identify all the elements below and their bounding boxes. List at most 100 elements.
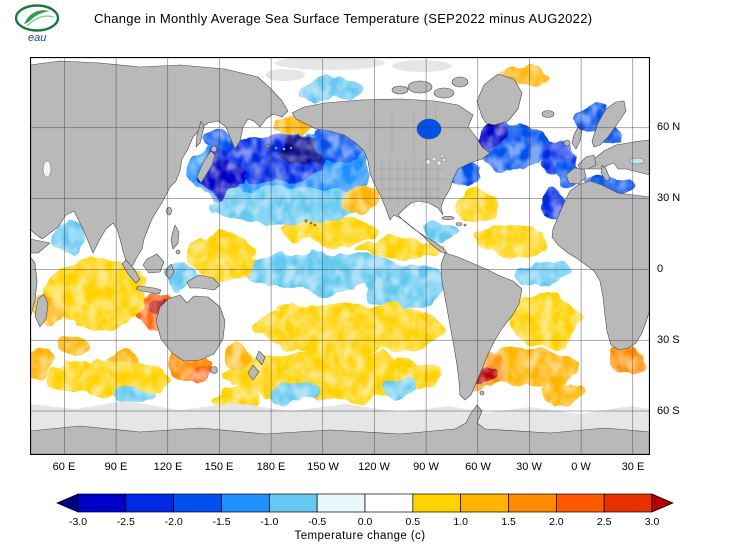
lon-label-120e: 120 E bbox=[153, 461, 183, 473]
landmass-philippines bbox=[170, 224, 180, 250]
arctic-ice-patch-3 bbox=[265, 69, 305, 81]
landmass-hokkaido bbox=[210, 145, 218, 153]
colorbar-segment-2 bbox=[173, 493, 222, 513]
arctic-ice-patch-1 bbox=[275, 57, 385, 70]
landmass-ireland bbox=[563, 139, 571, 147]
colorbar-tick-11: 2.5 bbox=[597, 516, 612, 528]
land-layer bbox=[30, 60, 650, 455]
landmass-north-america bbox=[291, 98, 491, 254]
landmass-italy bbox=[600, 164, 611, 182]
landmass-scandinavia bbox=[591, 100, 627, 148]
colorbar-segment-4 bbox=[268, 493, 318, 513]
landmass-tasmania bbox=[210, 366, 218, 374]
aleutian-island-4 bbox=[289, 146, 293, 150]
landmass-new-guinea bbox=[186, 274, 221, 291]
colorbar-tick-12: 3.0 bbox=[645, 516, 660, 528]
lat-label-60n: 60 N bbox=[657, 121, 681, 133]
aleutian-island-2 bbox=[274, 146, 278, 150]
colorbar-tick-8: 1.0 bbox=[453, 516, 468, 528]
colorbar-tick-1: -2.5 bbox=[117, 516, 135, 528]
colorbar-tick-4: -1.0 bbox=[260, 516, 278, 528]
colorbar-segment-11 bbox=[603, 493, 653, 513]
landmass-south-america bbox=[440, 252, 523, 401]
lon-label-60e: 60 E bbox=[52, 461, 76, 473]
colorbar-segment-10 bbox=[555, 493, 605, 513]
hudson-bay bbox=[416, 118, 442, 140]
landmass-puerto-rico bbox=[463, 223, 467, 227]
black-sea bbox=[629, 157, 645, 165]
logo-leaf-icon bbox=[24, 10, 50, 24]
lon-label-90w: 90 W bbox=[413, 461, 439, 473]
landmass-japan bbox=[196, 150, 216, 184]
lakes-layer bbox=[42, 118, 645, 178]
colorbar-tick-7: 0.5 bbox=[406, 516, 421, 528]
lat-label-60s: 60 S bbox=[657, 405, 680, 417]
lon-label-30e: 30 E bbox=[621, 461, 645, 473]
lon-label-90e: 90 E bbox=[104, 461, 128, 473]
landmass-hawaii-1 bbox=[304, 219, 308, 223]
arctic-island-3 bbox=[451, 76, 469, 88]
landmass-sakhalin bbox=[195, 120, 205, 148]
landmass-borneo bbox=[142, 253, 165, 274]
site-logo: eau bbox=[14, 4, 60, 44]
landmass-greenland bbox=[476, 73, 523, 126]
landmass-new-zealand-south bbox=[247, 364, 260, 381]
map-frame bbox=[29, 56, 651, 456]
aleutian-island-1 bbox=[266, 144, 270, 148]
page-title: Change in Monthly Average Sea Surface Te… bbox=[94, 11, 593, 26]
sst-anomaly-map bbox=[29, 56, 651, 456]
lon-label-120w: 120 W bbox=[358, 461, 390, 473]
landmass-somalia bbox=[30, 238, 51, 254]
lon-label-60w: 60 W bbox=[465, 461, 491, 473]
arctic-island-4 bbox=[391, 85, 409, 95]
colorbar-tick-5: -0.5 bbox=[308, 516, 326, 528]
colorbar-tick-0: -3.0 bbox=[69, 516, 87, 528]
lon-label-0: 0 W bbox=[571, 461, 591, 473]
logo-swoosh-icon bbox=[26, 15, 55, 27]
lat-label-30s: 30 S bbox=[657, 334, 680, 346]
arctic-ice-patch-2 bbox=[392, 60, 452, 72]
landmass-africa bbox=[551, 180, 650, 351]
landmass-sumatra bbox=[121, 259, 141, 284]
landmass-hispaniola bbox=[455, 222, 463, 226]
colorbar-segment-3 bbox=[221, 493, 270, 513]
logo-text: eau bbox=[28, 32, 46, 44]
colorbar-arrow-over bbox=[651, 493, 674, 513]
landmass-east-africa bbox=[30, 256, 38, 316]
colorbar-tick-3: -1.5 bbox=[212, 516, 230, 528]
colorbar-tick-9: 1.5 bbox=[501, 516, 516, 528]
landmass-cuba bbox=[441, 216, 455, 220]
landmass-australia bbox=[155, 294, 226, 362]
landmass-new-zealand-north bbox=[255, 350, 266, 366]
lon-label-30w: 30 W bbox=[516, 461, 542, 473]
graticule bbox=[30, 57, 650, 455]
landmass-madagascar bbox=[34, 293, 49, 328]
colorbar-segment-8 bbox=[460, 493, 509, 513]
temperature-colorbar: -3.0 -2.5 -2.0 -1.5 -1.0 -0.5 0.0 0.5 1.0 1.5 2.0 2… bbox=[56, 493, 674, 528]
landmass-france bbox=[577, 154, 597, 170]
landmass-antarctica bbox=[30, 404, 650, 455]
landmass-hawaii-2 bbox=[309, 221, 313, 225]
arctic-island-2 bbox=[433, 87, 455, 99]
great-lakes bbox=[425, 154, 446, 166]
colorbar-segment-0 bbox=[77, 493, 127, 513]
caspian-sea bbox=[42, 160, 52, 178]
lon-label-150e: 150 E bbox=[204, 461, 234, 473]
landmass-java bbox=[135, 285, 162, 295]
colorbar-segment-7 bbox=[412, 493, 462, 513]
colorbar-segment-1 bbox=[125, 493, 175, 513]
aleutian-island-3 bbox=[282, 147, 286, 151]
landmass-eurasia bbox=[30, 60, 289, 270]
lon-label-180: 180 E bbox=[256, 461, 286, 473]
landmass-taiwan bbox=[166, 206, 172, 216]
lat-label-30n: 30 N bbox=[657, 192, 681, 204]
landmass-mindanao bbox=[175, 249, 181, 255]
colorbar-tick-10: 2.0 bbox=[549, 516, 564, 528]
colorbar-tick-2: -2.0 bbox=[165, 516, 183, 528]
landmass-iceland bbox=[541, 110, 555, 118]
map-container bbox=[29, 56, 651, 456]
colorbar-segment-5 bbox=[316, 493, 366, 513]
colorbar-caption: Temperature change (c) bbox=[294, 530, 426, 542]
colorbar-tick-6: 0.0 bbox=[358, 516, 373, 528]
lat-label-eq: 0 bbox=[657, 263, 664, 275]
